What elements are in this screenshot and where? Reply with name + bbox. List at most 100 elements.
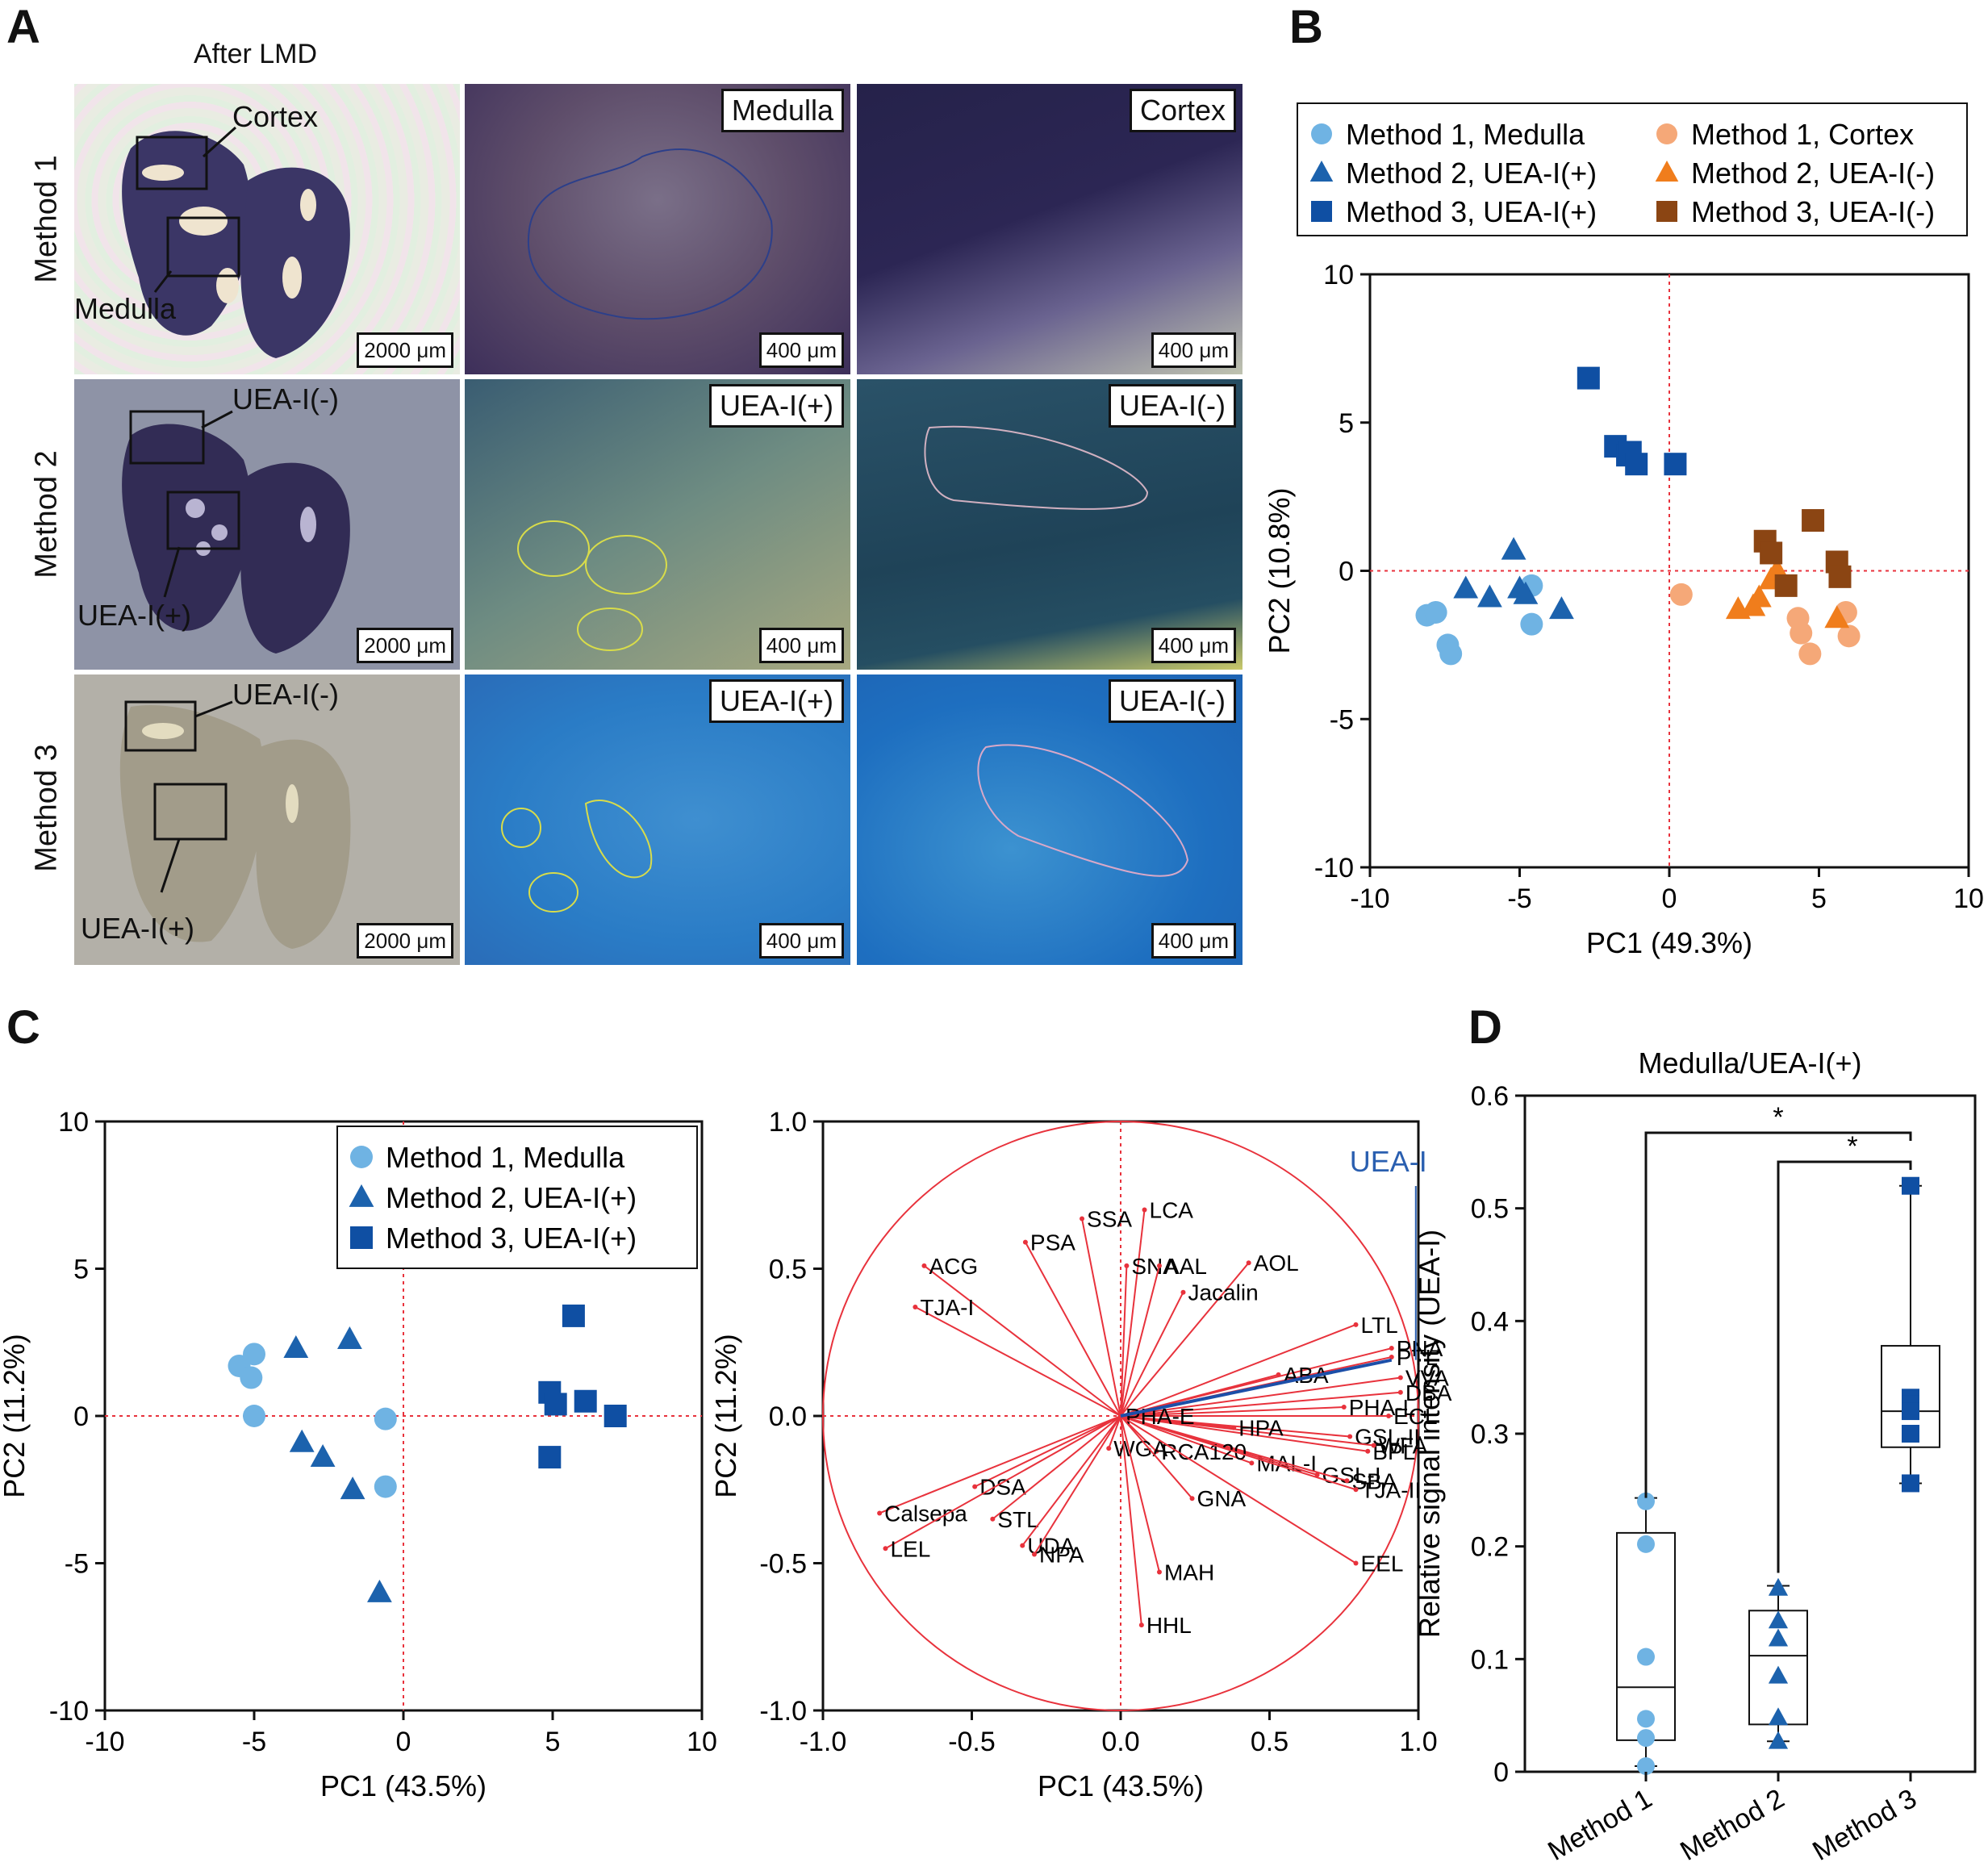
- y-tick-label: 5: [1339, 408, 1354, 439]
- y-tick-label: 0.1: [1471, 1644, 1509, 1675]
- loading-point: [1341, 1405, 1347, 1410]
- b-point: [1802, 509, 1825, 532]
- loading-point: [1397, 1375, 1403, 1380]
- loading-label: MAH: [1164, 1560, 1214, 1585]
- loading-vector: [1120, 1415, 1142, 1626]
- c-point: [367, 1579, 392, 1602]
- loading-point: [1156, 1569, 1162, 1575]
- scale-bar-400: 400 μm: [758, 628, 844, 663]
- loading-label: EEL: [1361, 1552, 1404, 1577]
- scale-bar-400: 400 μm: [1151, 628, 1236, 663]
- scale-bar-400: 400 μm: [1151, 923, 1236, 958]
- y-tick-label: 5: [73, 1255, 89, 1285]
- c-point: [337, 1326, 362, 1349]
- scale-bar-2000: 2000 μm: [357, 628, 453, 663]
- loading-label: TJA-I: [920, 1295, 974, 1320]
- d-point: [1637, 1535, 1655, 1553]
- panel-label-a: A: [6, 1, 40, 53]
- legend-label: Method 3, UEA-I(+): [1346, 195, 1597, 228]
- loading-point: [1353, 1560, 1359, 1566]
- loading-vector: [1108, 1415, 1121, 1449]
- b-point: [1669, 583, 1693, 606]
- y-tick-label: -10: [49, 1696, 89, 1727]
- loading-point: [1389, 1346, 1394, 1351]
- sig-star: *: [1773, 1102, 1783, 1133]
- loading-label: GSL-I: [1322, 1463, 1381, 1488]
- after-lmd-title: After LMD: [194, 39, 318, 69]
- loading-point: [1371, 1443, 1376, 1448]
- y-tick-label: 10: [58, 1107, 89, 1138]
- legend-marker: [350, 1226, 373, 1249]
- legend-label: Method 3, UEA-I(+): [386, 1222, 637, 1255]
- loading-point: [1397, 1389, 1403, 1395]
- b-point: [1824, 605, 1850, 629]
- x-tick-label: -1.0: [800, 1727, 847, 1757]
- loading-vector: [1081, 1218, 1121, 1417]
- loading-point: [1031, 1552, 1037, 1557]
- x-tick-label: 1.0: [1399, 1727, 1437, 1757]
- loading-label: LCA: [1150, 1198, 1194, 1223]
- loading-label: GNA: [1197, 1486, 1247, 1511]
- d-point: [1637, 1757, 1655, 1776]
- c-point: [374, 1475, 397, 1498]
- loading-vector: [1120, 1262, 1250, 1417]
- scale-bar-400: 400 μm: [1151, 332, 1236, 368]
- legend-marker: [350, 1146, 373, 1168]
- x-axis-label: PC1 (49.3%): [1586, 926, 1752, 959]
- loading-vector: [1120, 1415, 1193, 1499]
- loading-point: [1344, 1478, 1350, 1484]
- y-axis-label: PC2 (11.2%): [0, 1334, 31, 1497]
- legend-label: Method 1, Medulla: [1346, 118, 1585, 151]
- method-2-uea-pos-image: UEA-I(+) 400 μm: [465, 379, 850, 670]
- loading-vector: [884, 1415, 1121, 1550]
- loading-vector: [992, 1415, 1121, 1520]
- scale-bar-400: 400 μm: [758, 332, 844, 368]
- y-tick-label: 0: [73, 1401, 89, 1432]
- loading-point: [1080, 1216, 1085, 1222]
- loading-vector: [1120, 1415, 1368, 1452]
- loading-point: [1180, 1289, 1186, 1295]
- x-tick-label: 0.0: [1101, 1727, 1139, 1757]
- loading-vector: [1120, 1265, 1128, 1417]
- loading-vector: [914, 1306, 1121, 1417]
- b-point: [1520, 612, 1543, 636]
- loading-label: VVA: [1405, 1366, 1449, 1391]
- y-tick-label: 10: [1323, 260, 1354, 290]
- x-tick-label: Method 2: [1675, 1783, 1790, 1867]
- legend-marker: [1309, 161, 1334, 182]
- d-point: [1902, 1176, 1919, 1195]
- loading-point: [1249, 1460, 1255, 1466]
- method-1-section-image: Cortex Medulla 2000 μm: [74, 84, 460, 374]
- b-point: [1798, 642, 1822, 666]
- loading-vector: [1120, 1391, 1401, 1417]
- loading-label: Jacalin: [1188, 1280, 1258, 1305]
- legend-box: [336, 1126, 698, 1269]
- legend-label: Method 1, Medulla: [386, 1141, 625, 1174]
- sig-bracket: [1777, 1160, 1912, 1573]
- tag-uea-neg: UEA-I(-): [1109, 679, 1236, 723]
- loading-vector: [1034, 1415, 1121, 1556]
- c-point: [243, 1343, 265, 1366]
- loading-point: [913, 1304, 918, 1309]
- loading-vector: [1120, 1292, 1184, 1417]
- callout-uea-neg: UEA-I(-): [232, 382, 339, 416]
- x-tick-label: 5: [545, 1727, 561, 1757]
- b-point: [1477, 584, 1502, 608]
- tag-uea-neg: UEA-I(-): [1109, 384, 1236, 428]
- loading-point: [1353, 1487, 1359, 1493]
- loading-label: NPA: [1039, 1543, 1084, 1568]
- y-tick-label: -1.0: [759, 1696, 807, 1727]
- loading-vector: [1120, 1415, 1347, 1482]
- c-point: [310, 1444, 336, 1467]
- y-tick-label: -10: [1314, 853, 1354, 883]
- c-point: [374, 1407, 397, 1430]
- y-tick-label: 0: [1339, 557, 1354, 587]
- loading-label: TJA-II: [1361, 1477, 1422, 1502]
- legend-marker: [349, 1184, 374, 1207]
- d-point: [1768, 1577, 1789, 1596]
- c-point: [289, 1429, 315, 1452]
- x-axis-label: PC1 (43.5%): [1038, 1769, 1204, 1802]
- loading-point: [1231, 1425, 1237, 1430]
- legend-label: Method 2, UEA-I(-): [1691, 157, 1935, 190]
